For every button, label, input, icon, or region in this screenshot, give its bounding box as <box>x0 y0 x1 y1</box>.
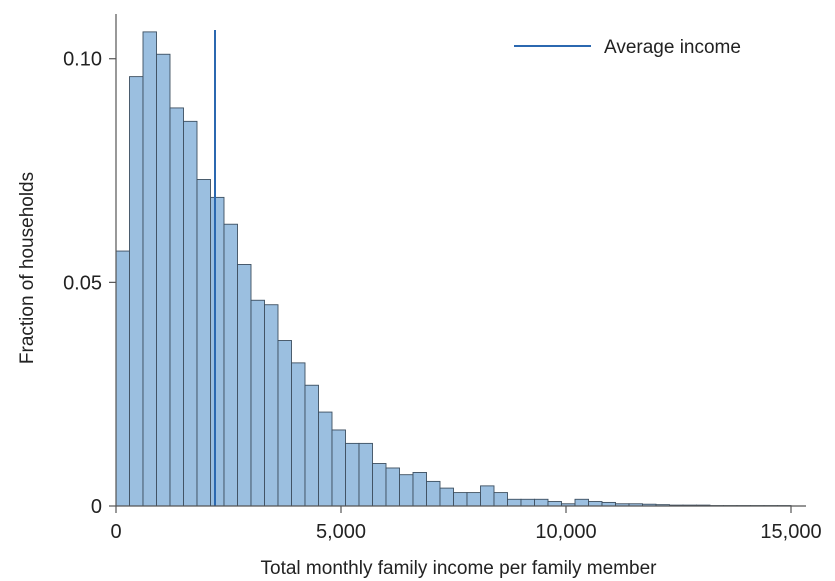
histogram-bar <box>480 485 495 507</box>
histogram-bar <box>439 487 454 507</box>
histogram-bar <box>264 304 279 507</box>
histogram-bar <box>493 492 508 507</box>
histogram-bar <box>237 264 252 507</box>
x-tick-label: 10,000 <box>535 521 596 543</box>
histogram-bar <box>588 501 603 507</box>
histogram-bar <box>520 498 535 507</box>
y-axis-title: Fraction of households <box>17 172 38 364</box>
histogram-bar <box>183 120 198 507</box>
bars-group <box>115 31 792 507</box>
legend-label-average-income: Average income <box>604 37 741 58</box>
y-tick-label: 0 <box>91 496 102 518</box>
histogram-bar <box>115 250 130 507</box>
histogram-bar <box>304 384 319 507</box>
x-tick-label: 5,000 <box>316 521 366 543</box>
y-tick-label: 0.10 <box>63 49 102 71</box>
histogram-bar <box>210 196 225 507</box>
histogram-bar <box>129 76 144 507</box>
histogram-bar <box>156 53 171 507</box>
y-tick-label: 0.05 <box>63 272 102 294</box>
histogram-bar <box>547 501 562 507</box>
histogram-bar <box>574 498 589 507</box>
histogram-bar <box>372 463 387 507</box>
histogram-bar <box>385 467 400 507</box>
histogram-bar <box>426 480 441 507</box>
x-tick-label: 15,000 <box>760 521 821 543</box>
axes-group <box>115 14 806 507</box>
histogram-bar <box>534 498 549 507</box>
ticks-group: 0 5,000 10,000 15,000 0 0.05 0.10 <box>63 49 822 543</box>
histogram-bar <box>399 474 414 507</box>
histogram-bar <box>250 299 265 507</box>
x-tick-label: 0 <box>110 521 121 543</box>
legend: Average income <box>514 37 741 58</box>
histogram-bar <box>169 107 184 507</box>
histogram-bar <box>291 362 306 507</box>
histogram-bar <box>318 411 333 507</box>
histogram-bar <box>466 492 481 507</box>
histogram-bar <box>277 340 292 507</box>
x-axis-title: Total monthly family income per family m… <box>261 558 658 579</box>
histogram-bar <box>507 498 522 507</box>
histogram-bar <box>453 492 468 507</box>
histogram-bar <box>331 429 346 507</box>
histogram-bar <box>358 442 373 507</box>
histogram-bar <box>223 223 238 507</box>
histogram-bar <box>345 442 360 507</box>
histogram-bar <box>196 179 211 507</box>
histogram-bar <box>142 31 157 507</box>
histogram-bar <box>412 472 427 507</box>
